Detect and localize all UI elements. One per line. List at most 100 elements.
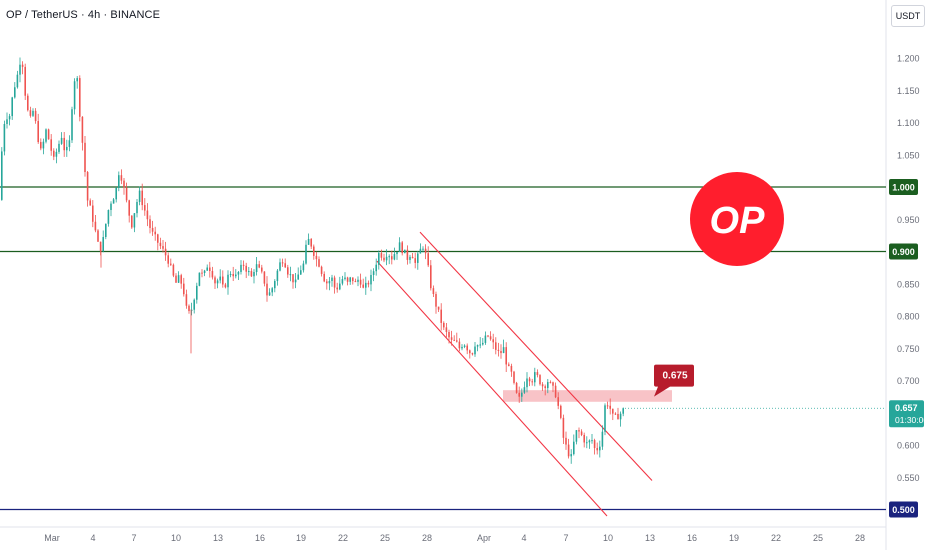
x-tick-label: 10 [603, 533, 613, 543]
candle-body [497, 349, 500, 351]
candle-body [190, 309, 193, 312]
candle-body [583, 434, 585, 443]
candle-body [250, 271, 253, 277]
candle-body [47, 129, 50, 140]
candle-body [609, 405, 611, 409]
candle-body [237, 271, 240, 275]
y-tick-label: 0.950 [897, 215, 920, 225]
candle-body [198, 272, 201, 286]
candle-body [328, 280, 331, 284]
candle-body [302, 263, 305, 271]
candle-body [495, 342, 497, 350]
candle-body [346, 277, 349, 282]
candle-body [489, 336, 492, 340]
x-tick-label: 4 [90, 533, 95, 543]
candle-body [14, 87, 16, 98]
candle-body [1, 151, 3, 200]
candle-body [482, 342, 484, 345]
x-tick-label: Mar [44, 533, 60, 543]
candle-body [383, 257, 385, 261]
candle-body [6, 119, 8, 124]
candle-body [292, 274, 294, 283]
candle-body [149, 219, 151, 228]
candle-body [453, 339, 455, 341]
y-tick-label: 0.700 [897, 376, 920, 386]
candle-body [565, 437, 567, 445]
candle-body [586, 442, 588, 444]
candle-body [510, 365, 513, 372]
candle-body [177, 275, 180, 283]
x-tick-label: 19 [296, 533, 306, 543]
candle-body [211, 270, 214, 278]
candle-body [578, 430, 580, 432]
resistance-zone [503, 390, 672, 402]
candle-body [593, 440, 596, 449]
candle-body [37, 121, 39, 143]
candle-body [391, 256, 393, 260]
candle-body [440, 309, 442, 323]
candle-body [3, 123, 6, 152]
candle-body [21, 64, 24, 67]
candle-body [528, 378, 531, 382]
y-tick-label: 0.600 [897, 441, 920, 451]
candle-body [352, 277, 354, 282]
candle-body [518, 392, 520, 397]
candle-body [209, 267, 211, 271]
candle-body [445, 327, 448, 332]
candle-body [339, 283, 341, 290]
x-tick-label: 25 [813, 533, 823, 543]
candle-body [450, 337, 453, 340]
x-tick-label: 16 [687, 533, 697, 543]
candle-body [89, 200, 91, 206]
candle-body [404, 249, 406, 254]
candle-body [112, 199, 115, 204]
candle-body [58, 143, 60, 152]
candle-body [203, 270, 206, 274]
candle-body [24, 66, 26, 96]
candle-body [232, 274, 234, 277]
candle-body [102, 237, 104, 252]
candle-body [162, 246, 164, 249]
candle-body [276, 270, 279, 282]
candle-body [97, 230, 99, 242]
candle-body [544, 386, 546, 389]
candle-body [588, 440, 591, 443]
candle-body [271, 288, 273, 293]
candle-body [258, 264, 260, 268]
candle-body [248, 271, 250, 273]
candle-body [115, 187, 117, 200]
candle-body [365, 282, 367, 288]
x-tick-label: 10 [171, 533, 181, 543]
candle-body [484, 335, 487, 343]
candle-body [411, 256, 414, 259]
candle-body [487, 335, 489, 337]
candle-body [375, 264, 377, 272]
x-tick-label: 7 [131, 533, 136, 543]
x-tick-label: 25 [380, 533, 390, 543]
currency-button[interactable]: USDT [891, 5, 925, 27]
candle-body [427, 253, 429, 266]
candle-body [463, 345, 466, 347]
candle-body [523, 387, 526, 393]
candle-body [224, 284, 227, 288]
candle-body [201, 272, 203, 274]
candle-body [388, 256, 390, 258]
candle-body [310, 238, 312, 247]
candle-body [144, 205, 146, 211]
candle-body [313, 246, 315, 256]
candle-body [63, 137, 65, 151]
candle-body [362, 284, 364, 288]
candle-body [110, 203, 112, 210]
candle-body [188, 305, 190, 312]
candle-body [146, 210, 149, 220]
candle-body [617, 413, 619, 420]
candle-body [8, 116, 11, 120]
candle-body [94, 221, 97, 231]
candle-body [349, 277, 351, 282]
candle-body [341, 279, 344, 284]
candle-body [508, 364, 510, 366]
candle-body [193, 299, 195, 310]
y-tick-label: 0.850 [897, 279, 920, 289]
